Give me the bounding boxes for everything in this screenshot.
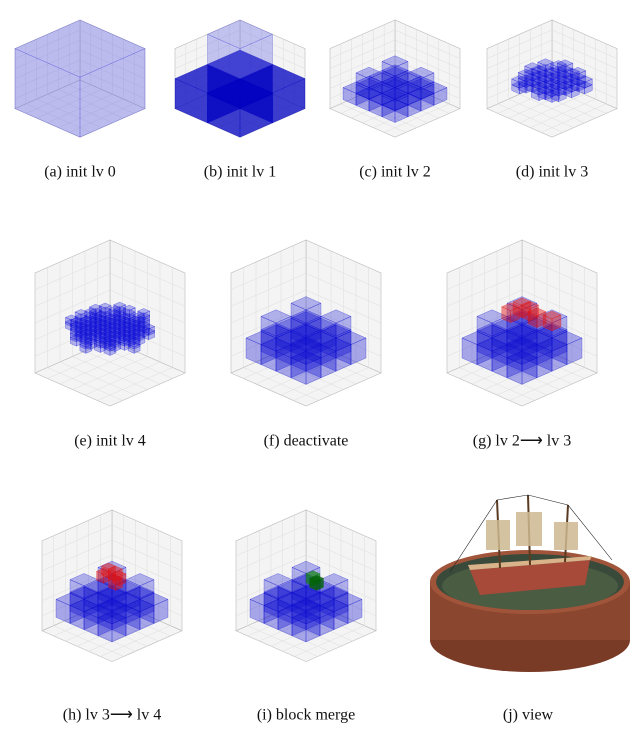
grid-line [459,367,535,401]
caption: (g) lv 2⟶ lv 3 [473,433,571,450]
grid-line [230,256,307,290]
voxel-face [551,314,562,332]
grid-line [243,367,319,401]
voxel-face [564,85,574,96]
voxel-face [119,334,126,344]
render-view [430,494,630,672]
voxel-face [79,48,146,138]
voxel-face [239,92,273,138]
voxel-face [551,329,568,352]
grid-line [486,29,553,59]
grid-line [34,256,111,290]
voxel-face [148,330,155,341]
grid-line [47,367,123,401]
caption: (c) init lv 2 [359,164,431,181]
voxel-face [305,342,322,365]
caption: (d) init lv 3 [516,164,588,181]
grid-line [521,256,598,290]
grid-line [235,524,307,557]
grid-line [497,103,563,133]
grid-line [111,524,183,557]
plot-3d [230,239,382,407]
grid-line [109,256,186,290]
voxel-face [138,335,146,346]
voxel-face [115,577,123,591]
plot-3d [235,509,377,662]
voxel-face [104,339,112,349]
voxel-face [420,83,435,100]
grid-line [305,524,377,557]
grid-line [394,29,461,59]
plot-3d [41,509,183,662]
caption: (a) init lv 0 [44,164,116,181]
voxel-face [510,306,520,324]
grid-line [446,256,523,290]
voxel-face [558,92,567,103]
grid-line [305,256,382,290]
voxel-face [577,81,587,92]
grid-line [551,29,618,59]
voxel-face [333,591,349,613]
plot-3d [329,19,461,138]
grid-line [53,625,124,657]
grid-line [247,625,318,657]
caption: (j) view [503,707,554,724]
voxel-face [394,95,409,111]
voxel-face [129,337,136,347]
voxel-face [239,33,273,79]
voxel-face [139,591,155,613]
voxel-face [133,343,141,354]
grid-line [329,29,396,59]
plot-3d [446,239,598,407]
voxel-face [114,342,122,352]
caption: (h) lv 3⟶ lv 4 [63,707,161,724]
voxel-face [545,90,554,101]
plot-3d [174,19,306,138]
plot-3d [486,19,618,138]
voxel-face [536,311,547,329]
voxel-face [305,603,321,625]
voxel-face [521,342,538,365]
voxel-face [335,329,352,352]
plot-3d [14,19,146,138]
voxel-face [571,88,580,99]
voxel-face [529,304,539,322]
voxel-face [584,84,593,95]
plot-3d [34,239,186,407]
voxel-face [111,603,127,625]
caption: (f) deactivate [264,433,349,450]
voxel-face [143,327,150,338]
grid-line [79,29,146,59]
voxel-face [316,577,324,591]
caption: (e) init lv 4 [74,433,146,450]
grid-line [340,103,406,133]
caption: (i) block merge [257,707,355,724]
voxel-face [90,340,97,350]
grid-line [41,524,113,557]
grid-line [14,29,81,59]
caption: (b) init lv 1 [204,164,276,181]
